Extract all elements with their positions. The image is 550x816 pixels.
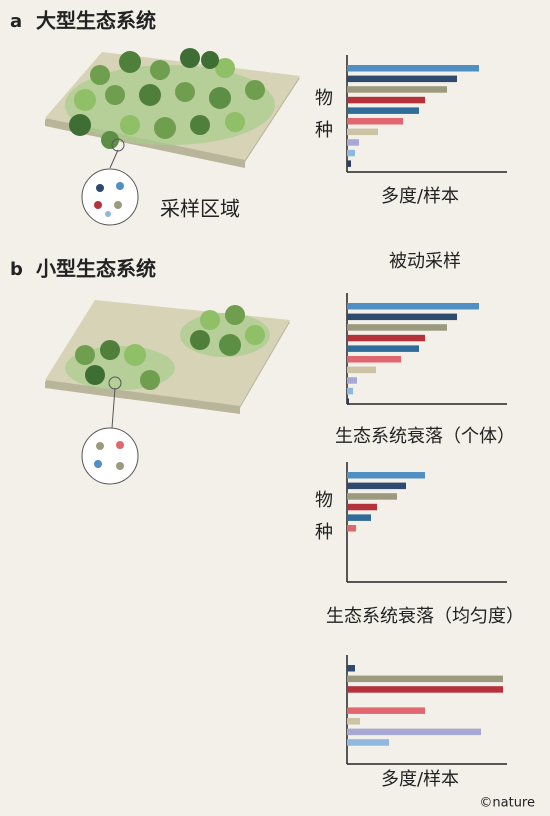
x-axis-label: 多度/样本 bbox=[381, 186, 459, 207]
y-axis-label: 物种 bbox=[312, 490, 333, 554]
bar bbox=[347, 514, 371, 521]
x-axis-label: 多度/样本 bbox=[381, 769, 459, 790]
bar bbox=[347, 739, 389, 746]
bar bbox=[347, 313, 457, 321]
bar bbox=[347, 160, 351, 167]
bar bbox=[347, 525, 356, 532]
sample-label: 采样区域 bbox=[160, 197, 240, 221]
bar bbox=[347, 665, 355, 672]
bar bbox=[347, 65, 479, 72]
illustration-b bbox=[45, 300, 290, 485]
bar bbox=[347, 324, 447, 331]
panel-title: 大型生态系统 bbox=[36, 9, 156, 33]
bar bbox=[347, 675, 503, 683]
bar bbox=[347, 334, 425, 342]
illustration-a bbox=[45, 48, 300, 226]
chart-title: 生态系统衰落（个体） bbox=[335, 426, 515, 447]
bar bbox=[347, 707, 425, 714]
bar bbox=[347, 718, 360, 725]
bar bbox=[347, 377, 357, 384]
bar bbox=[347, 356, 401, 363]
bar bbox=[347, 139, 359, 146]
bar bbox=[347, 482, 406, 490]
bar bbox=[347, 107, 419, 114]
bar bbox=[347, 366, 376, 374]
bar bbox=[347, 118, 403, 125]
chart-title: 被动采样 bbox=[389, 251, 461, 272]
panel-title: 小型生态系统 bbox=[36, 257, 156, 281]
y-axis-label: 物种 bbox=[312, 88, 333, 152]
bar bbox=[347, 387, 353, 395]
panel-label: b bbox=[10, 259, 23, 280]
bar bbox=[347, 149, 355, 157]
bar bbox=[347, 75, 457, 83]
credit: ©nature bbox=[479, 796, 535, 811]
bar bbox=[347, 686, 503, 693]
bar bbox=[347, 493, 397, 500]
bar bbox=[347, 303, 479, 310]
panel-label: a bbox=[10, 11, 22, 32]
bar bbox=[347, 86, 447, 93]
bar bbox=[347, 728, 481, 736]
bar bbox=[347, 345, 419, 352]
bar bbox=[347, 96, 425, 104]
bar bbox=[347, 398, 349, 405]
chart-title: 生态系统衰落（均匀度） bbox=[326, 606, 524, 627]
bar bbox=[347, 503, 377, 511]
bar bbox=[347, 472, 425, 479]
bar bbox=[347, 128, 378, 136]
